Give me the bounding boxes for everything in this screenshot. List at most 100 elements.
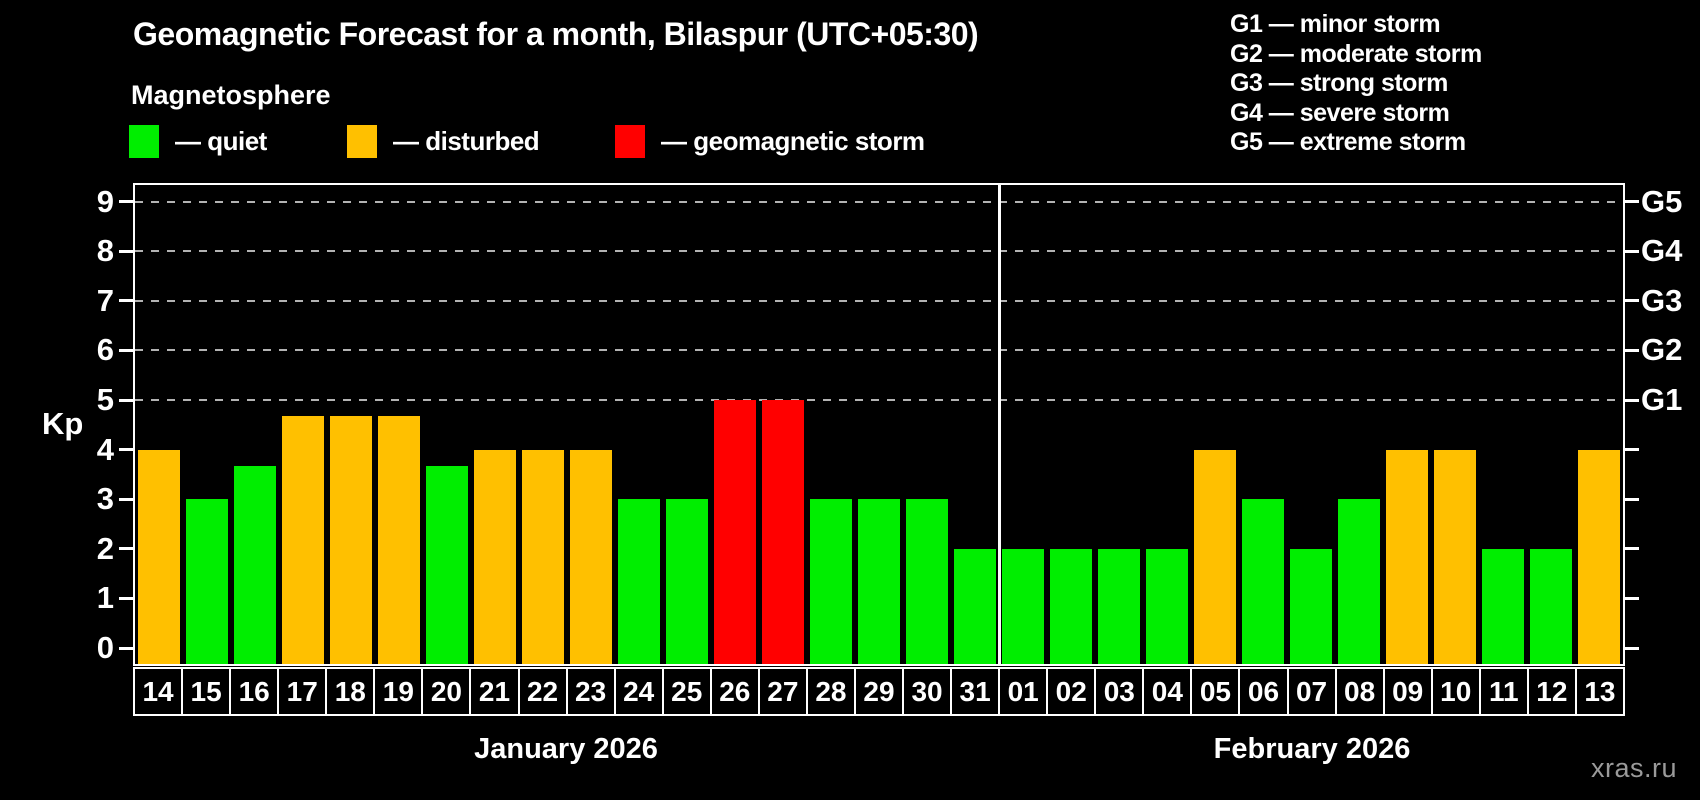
- x-axis-day-cell-15: 15: [181, 667, 232, 716]
- gridline-kp5: [135, 399, 1623, 401]
- y-axis-tick-left-2: [119, 547, 133, 551]
- g-scale-label-G5: G5: [1641, 183, 1683, 219]
- x-axis-day-cell-12: 12: [1526, 667, 1577, 716]
- y-axis-tick-right-1: [1625, 596, 1639, 600]
- y-axis-tick-label-8: 8: [96, 233, 114, 269]
- y-axis-tick-label-1: 1: [96, 580, 114, 616]
- kp-bar-day-15: [186, 499, 228, 664]
- x-axis-day-cell-19: 19: [373, 667, 424, 716]
- y-axis-tick-left-0: [119, 646, 133, 650]
- y-axis-tick-right-2: [1625, 547, 1639, 551]
- kp-bar-day-14: [138, 449, 180, 664]
- month-label-february: February 2026: [1213, 733, 1411, 765]
- kp-bar-day-23: [570, 449, 612, 664]
- y-axis-tick-right-6: [1625, 348, 1639, 352]
- kp-bar-day-26: [714, 400, 756, 664]
- g-scale-label-G2: G2: [1641, 332, 1683, 368]
- y-axis-tick-right-9: [1625, 200, 1639, 204]
- kp-bar-day-17: [282, 416, 324, 664]
- legend-swatch-quiet: [129, 124, 159, 158]
- kp-bar-day-11: [1482, 548, 1524, 664]
- kp-bar-day-25: [666, 499, 708, 664]
- x-axis-day-cell-07: 07: [1286, 667, 1337, 716]
- x-axis-day-cell-26: 26: [709, 667, 760, 716]
- kp-bar-day-19: [378, 416, 420, 664]
- kp-bar-day-16: [234, 465, 276, 664]
- x-axis-day-cell-31: 31: [950, 667, 1001, 716]
- gridline-kp6: [135, 349, 1623, 352]
- month-divider-line: [997, 185, 1001, 664]
- kp-bar-day-03: [1098, 548, 1140, 664]
- x-axis-day-cell-09: 09: [1382, 667, 1433, 716]
- x-axis-day-cell-11: 11: [1478, 667, 1529, 716]
- kp-bar-day-27: [762, 400, 804, 664]
- y-axis-tick-label-2: 2: [96, 530, 114, 566]
- month-label-january: January 2026: [474, 733, 658, 765]
- storm-scale-item-1: G1 — minor storm: [1230, 10, 1441, 38]
- y-axis-tick-left-8: [119, 249, 133, 253]
- legend-item-label: — quiet: [175, 125, 267, 156]
- gridline-kp8: [135, 250, 1623, 253]
- kp-bar-day-28: [810, 499, 852, 664]
- y-axis-tick-left-1: [119, 596, 133, 600]
- x-axis-day-cell-30: 30: [902, 667, 953, 716]
- g-scale-label-G3: G3: [1641, 282, 1683, 318]
- y-axis-tick-label-9: 9: [96, 183, 114, 219]
- y-axis-tick-left-7: [119, 299, 133, 303]
- x-axis-day-cell-29: 29: [853, 667, 904, 716]
- y-axis-tick-label-3: 3: [96, 481, 114, 517]
- y-axis-tick-left-3: [119, 497, 133, 501]
- y-axis-tick-right-0: [1625, 646, 1639, 650]
- x-axis-day-cell-25: 25: [661, 667, 712, 716]
- kp-bar-day-07: [1290, 548, 1332, 664]
- y-axis-tick-label-6: 6: [96, 332, 114, 368]
- kp-bar-day-13: [1578, 449, 1620, 664]
- storm-scale-item-3: G3 — strong storm: [1230, 69, 1448, 97]
- x-axis-day-cell-04: 04: [1142, 667, 1193, 716]
- legend-item-storm: — geomagnetic storm: [615, 122, 925, 160]
- x-axis-day-cell-06: 06: [1238, 667, 1289, 716]
- legend-item-label: — geomagnetic storm: [661, 125, 925, 156]
- chart-plot-area: [133, 183, 1625, 666]
- y-axis-title: Kp: [42, 406, 84, 441]
- x-axis-day-cell-13: 13: [1574, 667, 1625, 716]
- x-axis-day-cell-03: 03: [1094, 667, 1145, 716]
- kp-bar-day-01: [1002, 548, 1044, 664]
- y-axis-tick-left-9: [119, 200, 133, 204]
- x-axis-day-cell-28: 28: [805, 667, 856, 716]
- kp-bar-day-09: [1386, 449, 1428, 664]
- y-axis-tick-right-3: [1625, 497, 1639, 501]
- legend-item-label: — disturbed: [393, 125, 540, 156]
- plot-inner: [135, 185, 1623, 664]
- kp-bar-day-24: [618, 499, 660, 664]
- gridline-kp7: [135, 299, 1623, 302]
- legend-swatch-storm: [615, 124, 645, 158]
- x-axis-day-cell-08: 08: [1334, 667, 1385, 716]
- watermark: xras.ru: [1591, 753, 1678, 783]
- x-axis-day-cell-24: 24: [613, 667, 664, 716]
- y-axis-tick-label-5: 5: [96, 382, 114, 417]
- x-axis-day-cell-17: 17: [277, 667, 328, 716]
- x-axis-day-cell-23: 23: [565, 667, 616, 716]
- legend-item-disturbed: — disturbed: [347, 122, 540, 160]
- y-axis-tick-label-4: 4: [96, 431, 114, 467]
- magnetosphere-legend: — quiet — disturbed — geomagnetic storm: [0, 122, 1100, 162]
- x-axis-day-cell-18: 18: [325, 667, 376, 716]
- magnetosphere-label: Magnetosphere: [131, 80, 331, 110]
- kp-bar-day-05: [1194, 449, 1236, 664]
- x-axis-day-cell-22: 22: [517, 667, 568, 716]
- kp-bar-day-20: [426, 465, 468, 664]
- storm-scale-legend: G1 — minor storm G2 — moderate storm G3 — …: [1230, 10, 1482, 158]
- legend-item-quiet: — quiet: [129, 122, 267, 160]
- x-axis-day-cell-16: 16: [229, 667, 280, 716]
- kp-bar-day-12: [1530, 548, 1572, 664]
- storm-scale-item-4: G4 — severe storm: [1230, 98, 1450, 127]
- y-axis-tick-right-8: [1625, 249, 1639, 253]
- kp-bar-day-10: [1434, 449, 1476, 664]
- kp-bar-day-06: [1242, 499, 1284, 664]
- x-axis-day-band: 14 15 16 17 18 19 20 21 22 23 24 25 26 27 28 29 30 31 01 02…: [133, 667, 1625, 716]
- x-axis-day-cell-21: 21: [469, 667, 520, 716]
- y-axis-tick-left-6: [119, 348, 133, 352]
- kp-bar-day-21: [474, 449, 516, 664]
